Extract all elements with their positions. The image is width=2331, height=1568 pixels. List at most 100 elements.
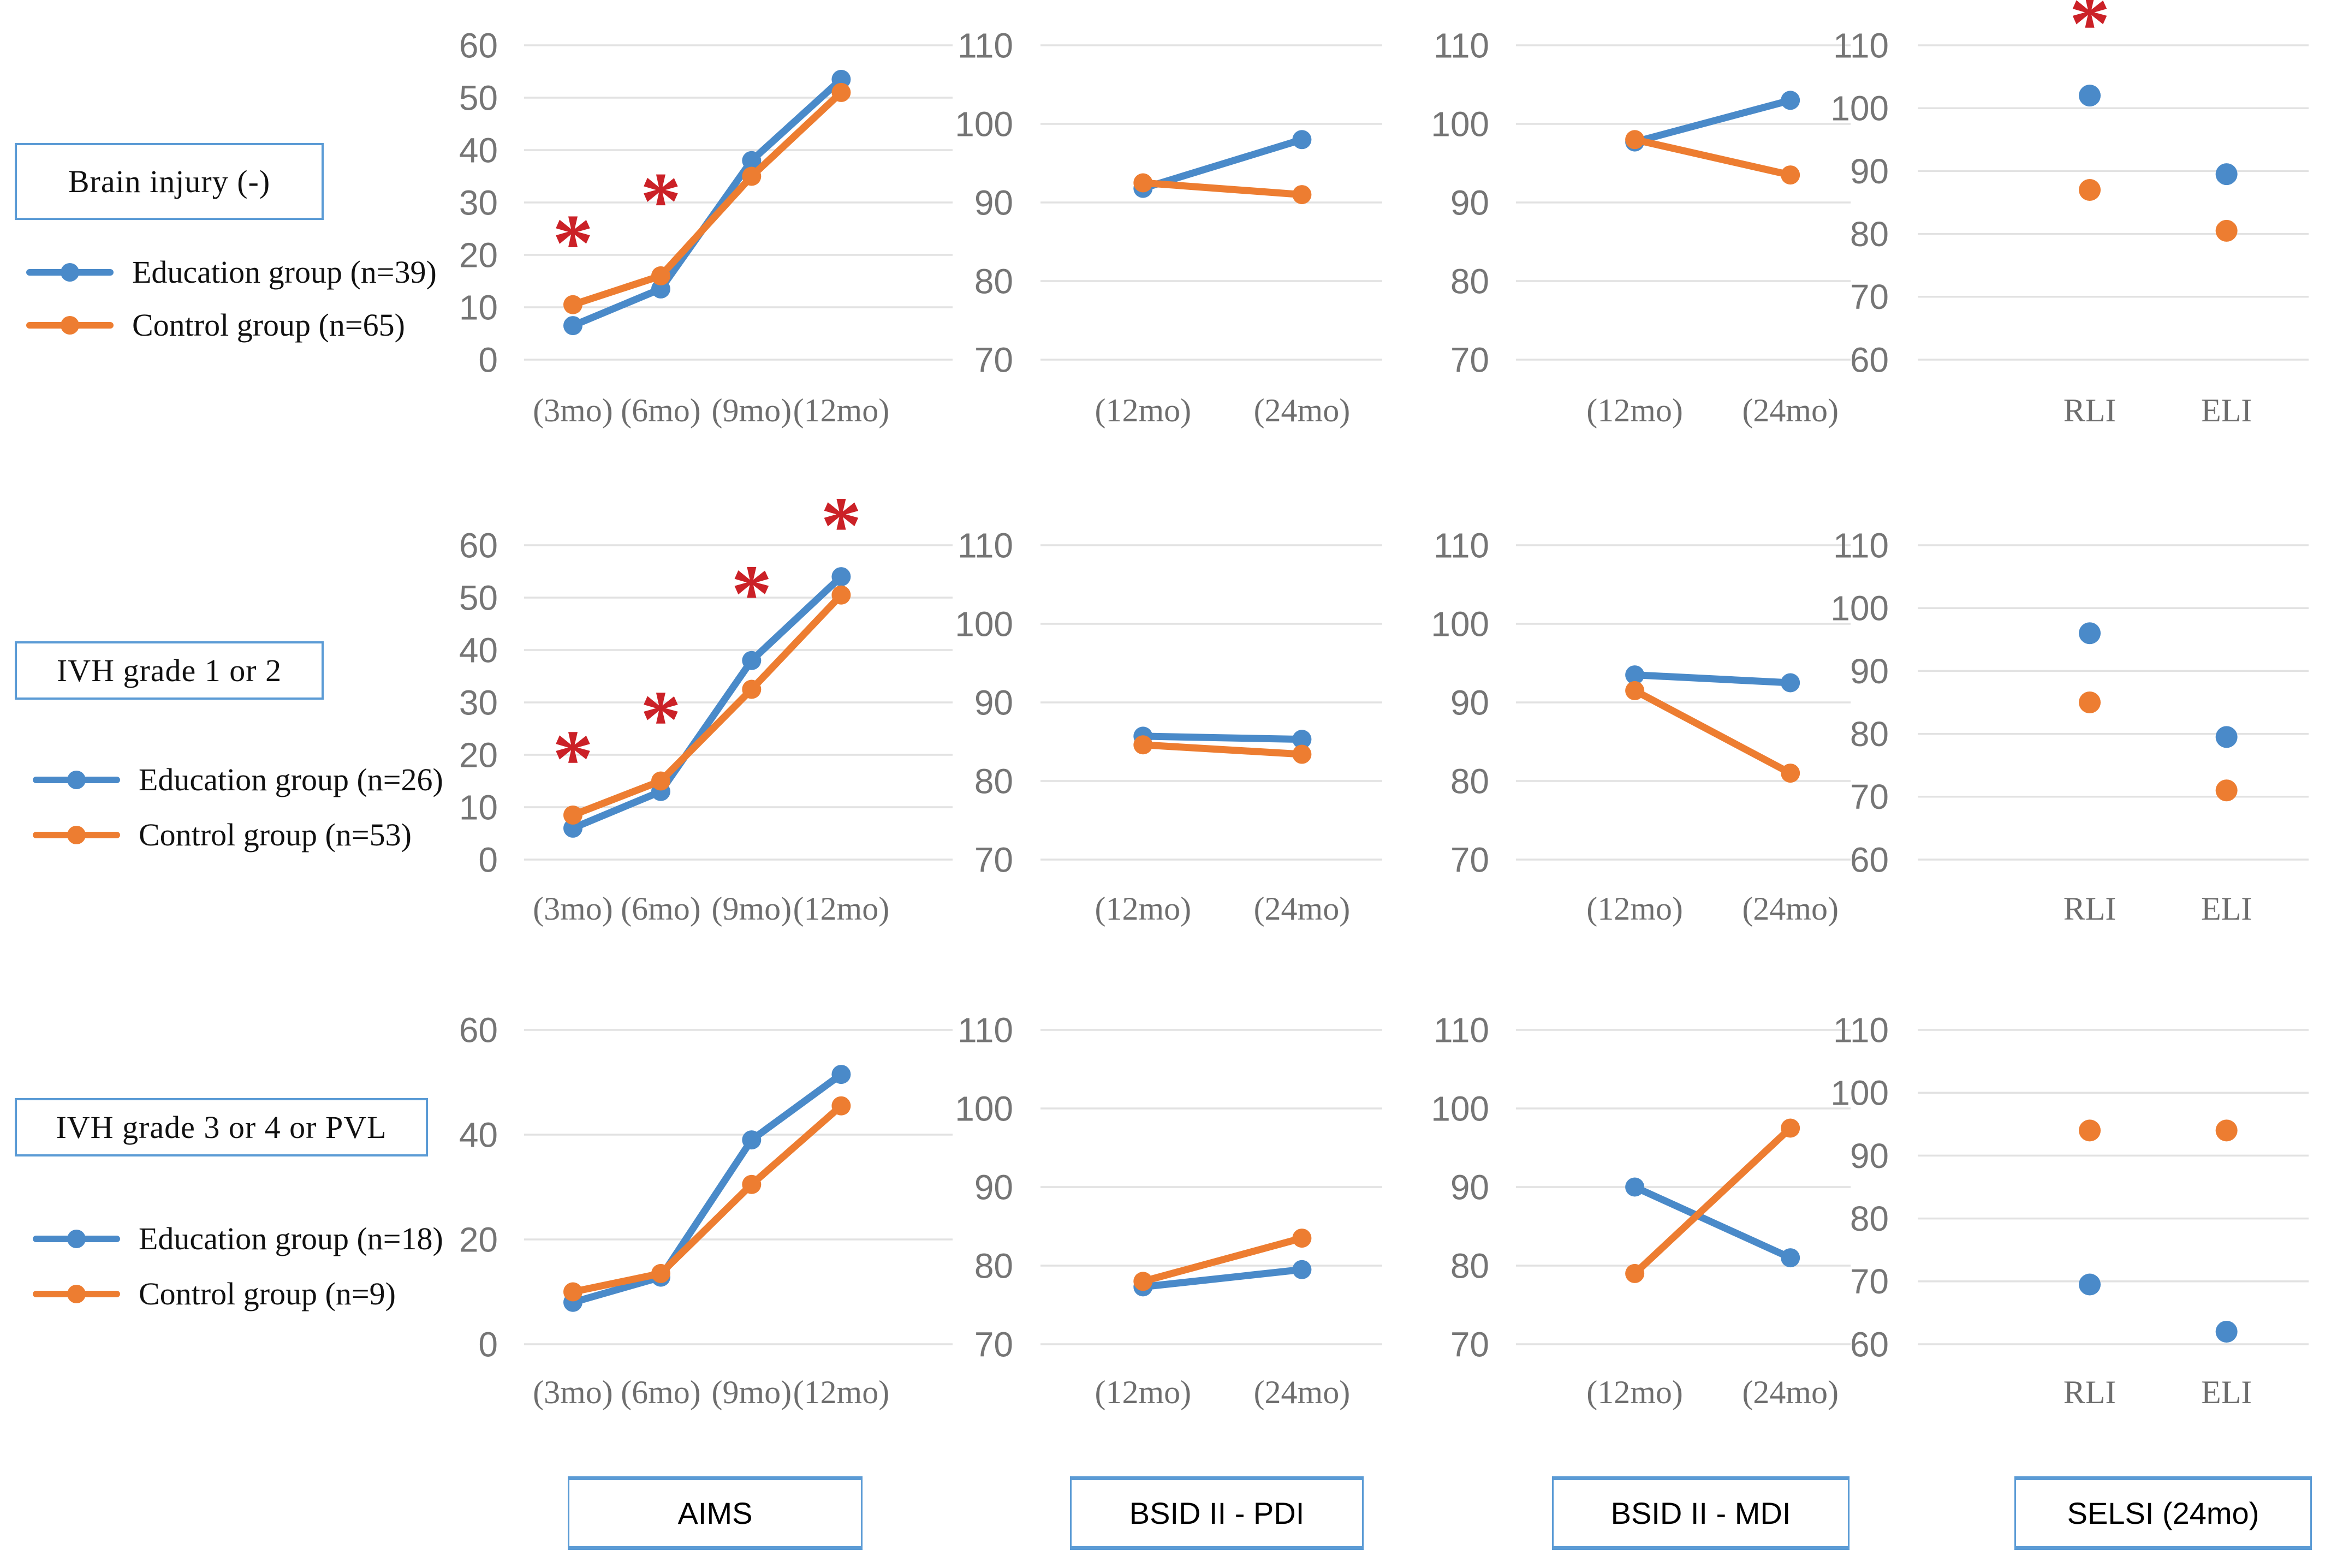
education-series-line: [569, 1071, 845, 1306]
education-data-point-marker: [1625, 665, 1645, 685]
row-label-box-ivh-3-4-pvl: IVH grade 3 or 4 or PVL: [15, 1098, 428, 1156]
legend-item-education-r1: Education group (n=39): [26, 254, 437, 290]
significance-asterisk: *: [552, 198, 593, 288]
x-category-label: (3mo): [533, 392, 613, 428]
y-tick-label: 70: [974, 340, 1013, 379]
x-category-label: (9mo): [712, 392, 792, 428]
control-data-point-marker: [1292, 1229, 1312, 1248]
column-title-box-selsi: SELSI (24mo): [2014, 1476, 2312, 1550]
chart-panel: 70 80 90 100 110 (12mo) (24mo): [955, 26, 1382, 428]
column-title: SELSI (24mo): [2067, 1496, 2259, 1530]
education-series-line: [1631, 97, 1794, 146]
y-tick-label: 90: [974, 1167, 1013, 1207]
column-title-box-aims: AIMS: [568, 1476, 863, 1550]
x-category-label: (24mo): [1254, 891, 1351, 927]
x-category-label: ELI: [2201, 392, 2252, 428]
y-tick-label: 20: [459, 735, 498, 774]
y-tick-label: 90: [1850, 1136, 1889, 1176]
y-tick-label: 60: [1850, 840, 1889, 879]
control-data-point-marker: [2215, 219, 2238, 242]
education-data-point-marker: [1292, 1260, 1312, 1279]
significance-asterisk: *: [640, 674, 681, 765]
education-data-point-marker: [2079, 1273, 2101, 1296]
control-line-marker-icon: [33, 825, 120, 844]
column-title: BSID II - PDI: [1129, 1496, 1305, 1530]
y-tick-label: 90: [1450, 1167, 1489, 1207]
control-data-point-marker: [563, 805, 582, 825]
x-category-label: ELI: [2201, 1374, 2252, 1410]
y-tick-label: 100: [955, 104, 1013, 144]
legend-label: Education group (n=39): [132, 254, 437, 290]
control-data-point-marker: [742, 1174, 762, 1194]
legend-label: Education group (n=18): [139, 1221, 443, 1256]
control-line-marker-icon: [33, 1284, 120, 1303]
control-data-point-marker: [1292, 744, 1312, 764]
legend-item-control-r1: Control group (n=65): [26, 307, 405, 343]
control-data-point-marker: [1781, 165, 1800, 185]
education-data-point-marker: [831, 567, 851, 587]
control-series-line: [1631, 687, 1794, 777]
education-data-point-marker: [1292, 130, 1312, 150]
x-category-label: (12mo): [1586, 891, 1683, 927]
y-tick-label: 0: [478, 1325, 498, 1364]
x-category-label: (9mo): [712, 891, 792, 927]
x-category-label: (24mo): [1742, 891, 1839, 927]
control-data-point-marker: [742, 679, 762, 699]
control-data-point-marker: [1133, 1272, 1153, 1291]
y-tick-label: 30: [459, 183, 498, 222]
education-data-point-marker: [2215, 1320, 2238, 1343]
control-data-point-marker: [1133, 173, 1153, 193]
education-series-line: [1139, 136, 1306, 192]
y-tick-label: 70: [1450, 340, 1489, 379]
chart-panel: 70 80 90 100 110 (12mo) (24mo): [1431, 1010, 1851, 1410]
row-label: IVH grade 3 or 4 or PVL: [56, 1110, 387, 1145]
y-tick-label: 70: [1450, 840, 1489, 879]
x-category-label: (12mo): [1586, 392, 1683, 428]
y-tick-label: 100: [1830, 1074, 1889, 1113]
control-series-line: [1139, 1235, 1306, 1285]
y-tick-label: 90: [1450, 183, 1489, 222]
education-data-point-marker: [563, 316, 582, 336]
y-tick-label: 110: [958, 526, 1013, 565]
significance-asterisk: *: [731, 548, 772, 639]
education-data-point-marker: [651, 279, 670, 299]
control-data-point-marker: [2079, 691, 2101, 713]
y-tick-label: 90: [1850, 152, 1889, 191]
control-data-point-marker: [651, 266, 670, 285]
control-data-point-marker: [1133, 735, 1153, 755]
education-data-point-marker: [2079, 622, 2101, 645]
row-label: IVH grade 1 or 2: [56, 653, 282, 688]
chart-panel: 70 80 90 100 110 (12mo) (24mo): [1431, 26, 1851, 428]
control-series-line: [569, 591, 845, 819]
row-label: Brain injury (-): [68, 164, 271, 199]
legend-label: Control group (n=53): [139, 817, 412, 852]
x-category-label: (3mo): [533, 1374, 613, 1410]
row-label-box-ivh-1-2: IVH grade 1 or 2: [15, 641, 324, 700]
y-tick-label: 90: [974, 683, 1013, 722]
x-category-label: RLI: [2064, 1374, 2116, 1410]
y-tick-label: 90: [1450, 683, 1489, 722]
y-tick-label: 70: [974, 840, 1013, 879]
y-tick-label: 80: [1850, 1199, 1889, 1238]
x-category-label: RLI: [2064, 891, 2116, 927]
chart-panel: 60 70 80 90 100 110 RLI ELI: [1830, 1010, 2309, 1410]
y-tick-label: 110: [1434, 26, 1489, 65]
y-tick-label: 100: [1431, 1089, 1489, 1128]
y-tick-label: 100: [955, 604, 1013, 643]
education-data-point-marker: [2215, 726, 2238, 748]
x-category-label: (6mo): [621, 891, 701, 927]
y-tick-label: 10: [459, 788, 498, 827]
education-data-point-marker: [1781, 91, 1800, 110]
education-data-point-marker: [2215, 163, 2238, 186]
y-tick-label: 110: [1833, 1010, 1889, 1050]
chart-panel: 70 80 90 100 110 (12mo) (24mo): [1431, 526, 1851, 927]
education-data-point-marker: [831, 1065, 851, 1084]
control-data-point-marker: [1625, 130, 1645, 150]
control-data-point-marker: [1625, 1263, 1645, 1283]
control-data-point-marker: [2079, 1119, 2101, 1142]
chart-panel: 60 70 80 90 100 110 RLI ELI *: [1830, 0, 2309, 428]
control-series-line: [569, 1102, 845, 1296]
control-series-line: [1139, 179, 1306, 199]
x-category-label: (12mo): [1586, 1374, 1683, 1410]
legend-item-education-r3: Education group (n=18): [33, 1220, 443, 1257]
